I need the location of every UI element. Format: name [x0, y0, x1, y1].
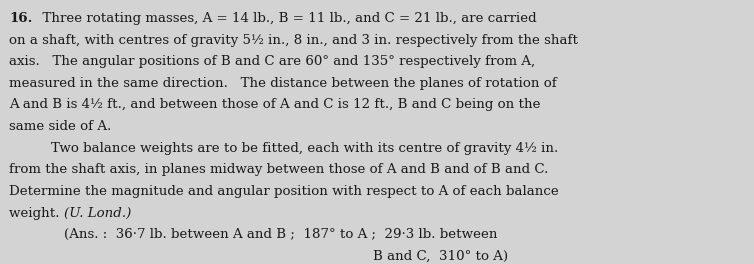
Text: 16.: 16.: [9, 12, 32, 25]
Text: Determine the magnitude and angular position with respect to A of each balance: Determine the magnitude and angular posi…: [9, 185, 559, 198]
Text: B and C,  310° to A): B and C, 310° to A): [373, 250, 508, 263]
Text: Three rotating masses, A = 14 lb., B = 11 lb., and C = 21 lb., are carried: Three rotating masses, A = 14 lb., B = 1…: [34, 12, 537, 25]
Text: (Ans. :  36·7 lb. between A and B ;  187° to A ;  29·3 lb. between: (Ans. : 36·7 lb. between A and B ; 187° …: [64, 228, 498, 241]
Text: same side of A.: same side of A.: [9, 120, 112, 133]
Text: weight.: weight.: [9, 207, 68, 220]
Text: axis.   The angular positions of B and C are 60° and 135° respectively from A,: axis. The angular positions of B and C a…: [9, 55, 535, 68]
Text: on a shaft, with centres of gravity 5½ in., 8 in., and 3 in. respectively from t: on a shaft, with centres of gravity 5½ i…: [9, 34, 578, 46]
Text: measured in the same direction.   The distance between the planes of rotation of: measured in the same direction. The dist…: [9, 77, 556, 90]
Text: Two balance weights are to be fitted, each with its centre of gravity 4½ in.: Two balance weights are to be fitted, ea…: [51, 142, 559, 155]
Text: A and B is 4½ ft., and between those of A and C is 12 ft., B and C being on the: A and B is 4½ ft., and between those of …: [9, 98, 541, 111]
Text: (U. Lond.): (U. Lond.): [64, 207, 131, 220]
Text: from the shaft axis, in planes midway between those of A and B and of B and C.: from the shaft axis, in planes midway be…: [9, 163, 548, 176]
